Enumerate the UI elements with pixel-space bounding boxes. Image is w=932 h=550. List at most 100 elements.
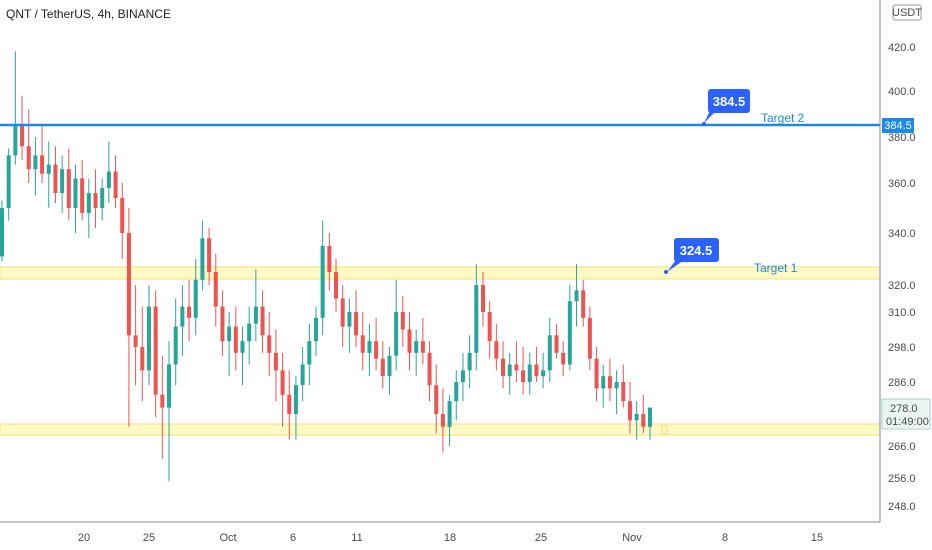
candle-up[interactable] [574,290,579,302]
candle-down[interactable] [213,272,218,307]
candle-down[interactable] [187,306,192,318]
candle-down[interactable] [581,290,586,318]
target-1-callout[interactable]: 324.5 [664,238,719,274]
candle-down[interactable] [501,358,506,377]
candle-down[interactable] [80,178,85,213]
candle-down[interactable] [140,347,145,371]
candle-up[interactable] [200,238,205,280]
candle-down[interactable] [233,326,238,353]
candle-down[interactable] [120,198,125,233]
candle-up[interactable] [6,155,11,208]
candle-up[interactable] [227,326,232,342]
candle-up[interactable] [313,317,318,342]
candle-up[interactable] [567,301,572,365]
candle-down[interactable] [327,246,332,272]
candle-down[interactable] [207,238,212,272]
candle-down[interactable] [334,272,339,299]
candle-up[interactable] [60,169,65,193]
candle-down[interactable] [534,364,539,377]
candle-down[interactable] [40,155,45,174]
candle-up[interactable] [173,326,178,365]
candle-up[interactable] [0,208,5,257]
candle-up[interactable] [167,364,172,408]
time-axis[interactable] [0,522,880,550]
candle-up[interactable] [460,370,465,382]
candle-down[interactable] [280,370,285,395]
target-1-zone[interactable] [0,266,881,280]
candle-down[interactable] [354,312,359,336]
candle-up[interactable] [46,164,51,174]
candle-up[interactable] [507,364,512,377]
candle-up[interactable] [414,341,419,353]
candle-up[interactable] [601,376,606,389]
candle-down[interactable] [400,312,405,330]
candle-down[interactable] [220,306,225,342]
candle-down[interactable] [487,312,492,342]
candle-down[interactable] [514,364,519,371]
candle-down[interactable] [20,125,25,147]
candle-down[interactable] [260,306,265,336]
candle-down[interactable] [607,376,612,389]
candle-down[interactable] [440,414,445,427]
candle-up[interactable] [320,246,325,318]
candle-up[interactable] [614,382,619,389]
candle-up[interactable] [474,285,479,353]
candle-up[interactable] [447,401,452,427]
candle-down[interactable] [126,233,131,336]
candle-up[interactable] [293,385,298,414]
candle-up[interactable] [634,414,639,421]
candle-up[interactable] [547,335,552,371]
candle-up[interactable] [253,306,258,324]
currency-badge[interactable]: USDT [892,4,922,21]
candle-down[interactable] [113,171,118,199]
candle-up[interactable] [367,341,372,353]
candle-up[interactable] [307,341,312,365]
candle-up[interactable] [33,155,38,170]
candle-down[interactable] [494,341,499,359]
candle-down[interactable] [594,358,599,389]
target-2-callout[interactable]: 384.5 [702,89,750,126]
candle-down[interactable] [153,306,158,395]
candle-up[interactable] [454,382,459,402]
candle-up[interactable] [13,125,18,156]
candle-down[interactable] [521,370,526,382]
candle-down[interactable] [374,341,379,359]
candle-down[interactable] [133,335,138,347]
price-axis[interactable] [880,0,932,550]
candle-down[interactable] [627,401,632,421]
candle-up[interactable] [387,355,392,377]
candle-down[interactable] [93,193,98,208]
candle-up[interactable] [541,370,546,377]
candle-up[interactable] [106,171,111,189]
candle-down[interactable] [420,341,425,353]
candle-down[interactable] [554,335,559,353]
candle-up[interactable] [240,341,245,353]
candle-down[interactable] [427,352,432,386]
candle-down[interactable] [66,169,71,208]
candle-up[interactable] [180,306,185,327]
candle-up[interactable] [347,312,352,327]
candle-up[interactable] [647,407,653,427]
candle-down[interactable] [273,352,278,371]
candle-up[interactable] [86,193,91,213]
candle-down[interactable] [407,329,412,353]
candle-down[interactable] [160,394,165,408]
candle-down[interactable] [267,335,272,353]
candle-up[interactable] [467,352,472,371]
candle-up[interactable] [146,306,151,371]
candle-up[interactable] [300,364,305,386]
candle-down[interactable] [621,382,626,402]
candle-down[interactable] [287,394,292,414]
candle-down[interactable] [434,385,439,414]
candle-down[interactable] [53,164,58,193]
candle-up[interactable] [193,279,198,318]
candle-up[interactable] [527,364,532,383]
candle-down[interactable] [587,317,592,359]
candle-down[interactable] [340,298,345,327]
plot-area[interactable] [0,0,880,522]
candle-up[interactable] [100,188,105,208]
candle-down[interactable] [641,414,646,427]
candle-down[interactable] [561,352,566,365]
candle-up[interactable] [247,323,252,342]
